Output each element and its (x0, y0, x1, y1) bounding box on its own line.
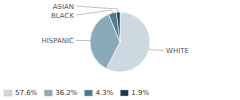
legend: 57.6% 36.2% 4.3% 1.9% (4, 89, 149, 97)
slice-label: WHITE (166, 47, 189, 55)
chart: WHITE HISPANIC BLACKASIAN 57.6% 36.2% 4.3% 1.9… (0, 0, 240, 100)
slice-labels: WHITE HISPANIC BLACKASIAN (41, 3, 188, 55)
legend-item: 36.2% (44, 89, 78, 97)
legend-item: 57.6% (4, 89, 38, 97)
legend-label: 57.6% (15, 89, 38, 97)
legend-swatch (44, 90, 52, 96)
leader-line (149, 49, 164, 50)
leader-line (76, 40, 90, 41)
legend-swatch (120, 90, 128, 96)
slice-label: HISPANIC (41, 37, 74, 45)
legend-label: 1.9% (131, 89, 149, 97)
legend-item: 1.9% (120, 89, 149, 97)
pie: WHITE HISPANIC BLACKASIAN (41, 3, 188, 72)
leader-line (76, 10, 112, 15)
legend-swatch (4, 90, 12, 96)
legend-item: 4.3% (85, 89, 114, 97)
pie-slice (109, 12, 120, 42)
slice-label: ASIAN (53, 3, 74, 11)
slice-label: BLACK (51, 12, 74, 20)
pie-slice (116, 12, 120, 42)
legend-swatch (85, 90, 93, 96)
legend-label: 36.2% (55, 89, 78, 97)
legend-label: 4.3% (96, 89, 114, 97)
leader-line (76, 6, 118, 12)
